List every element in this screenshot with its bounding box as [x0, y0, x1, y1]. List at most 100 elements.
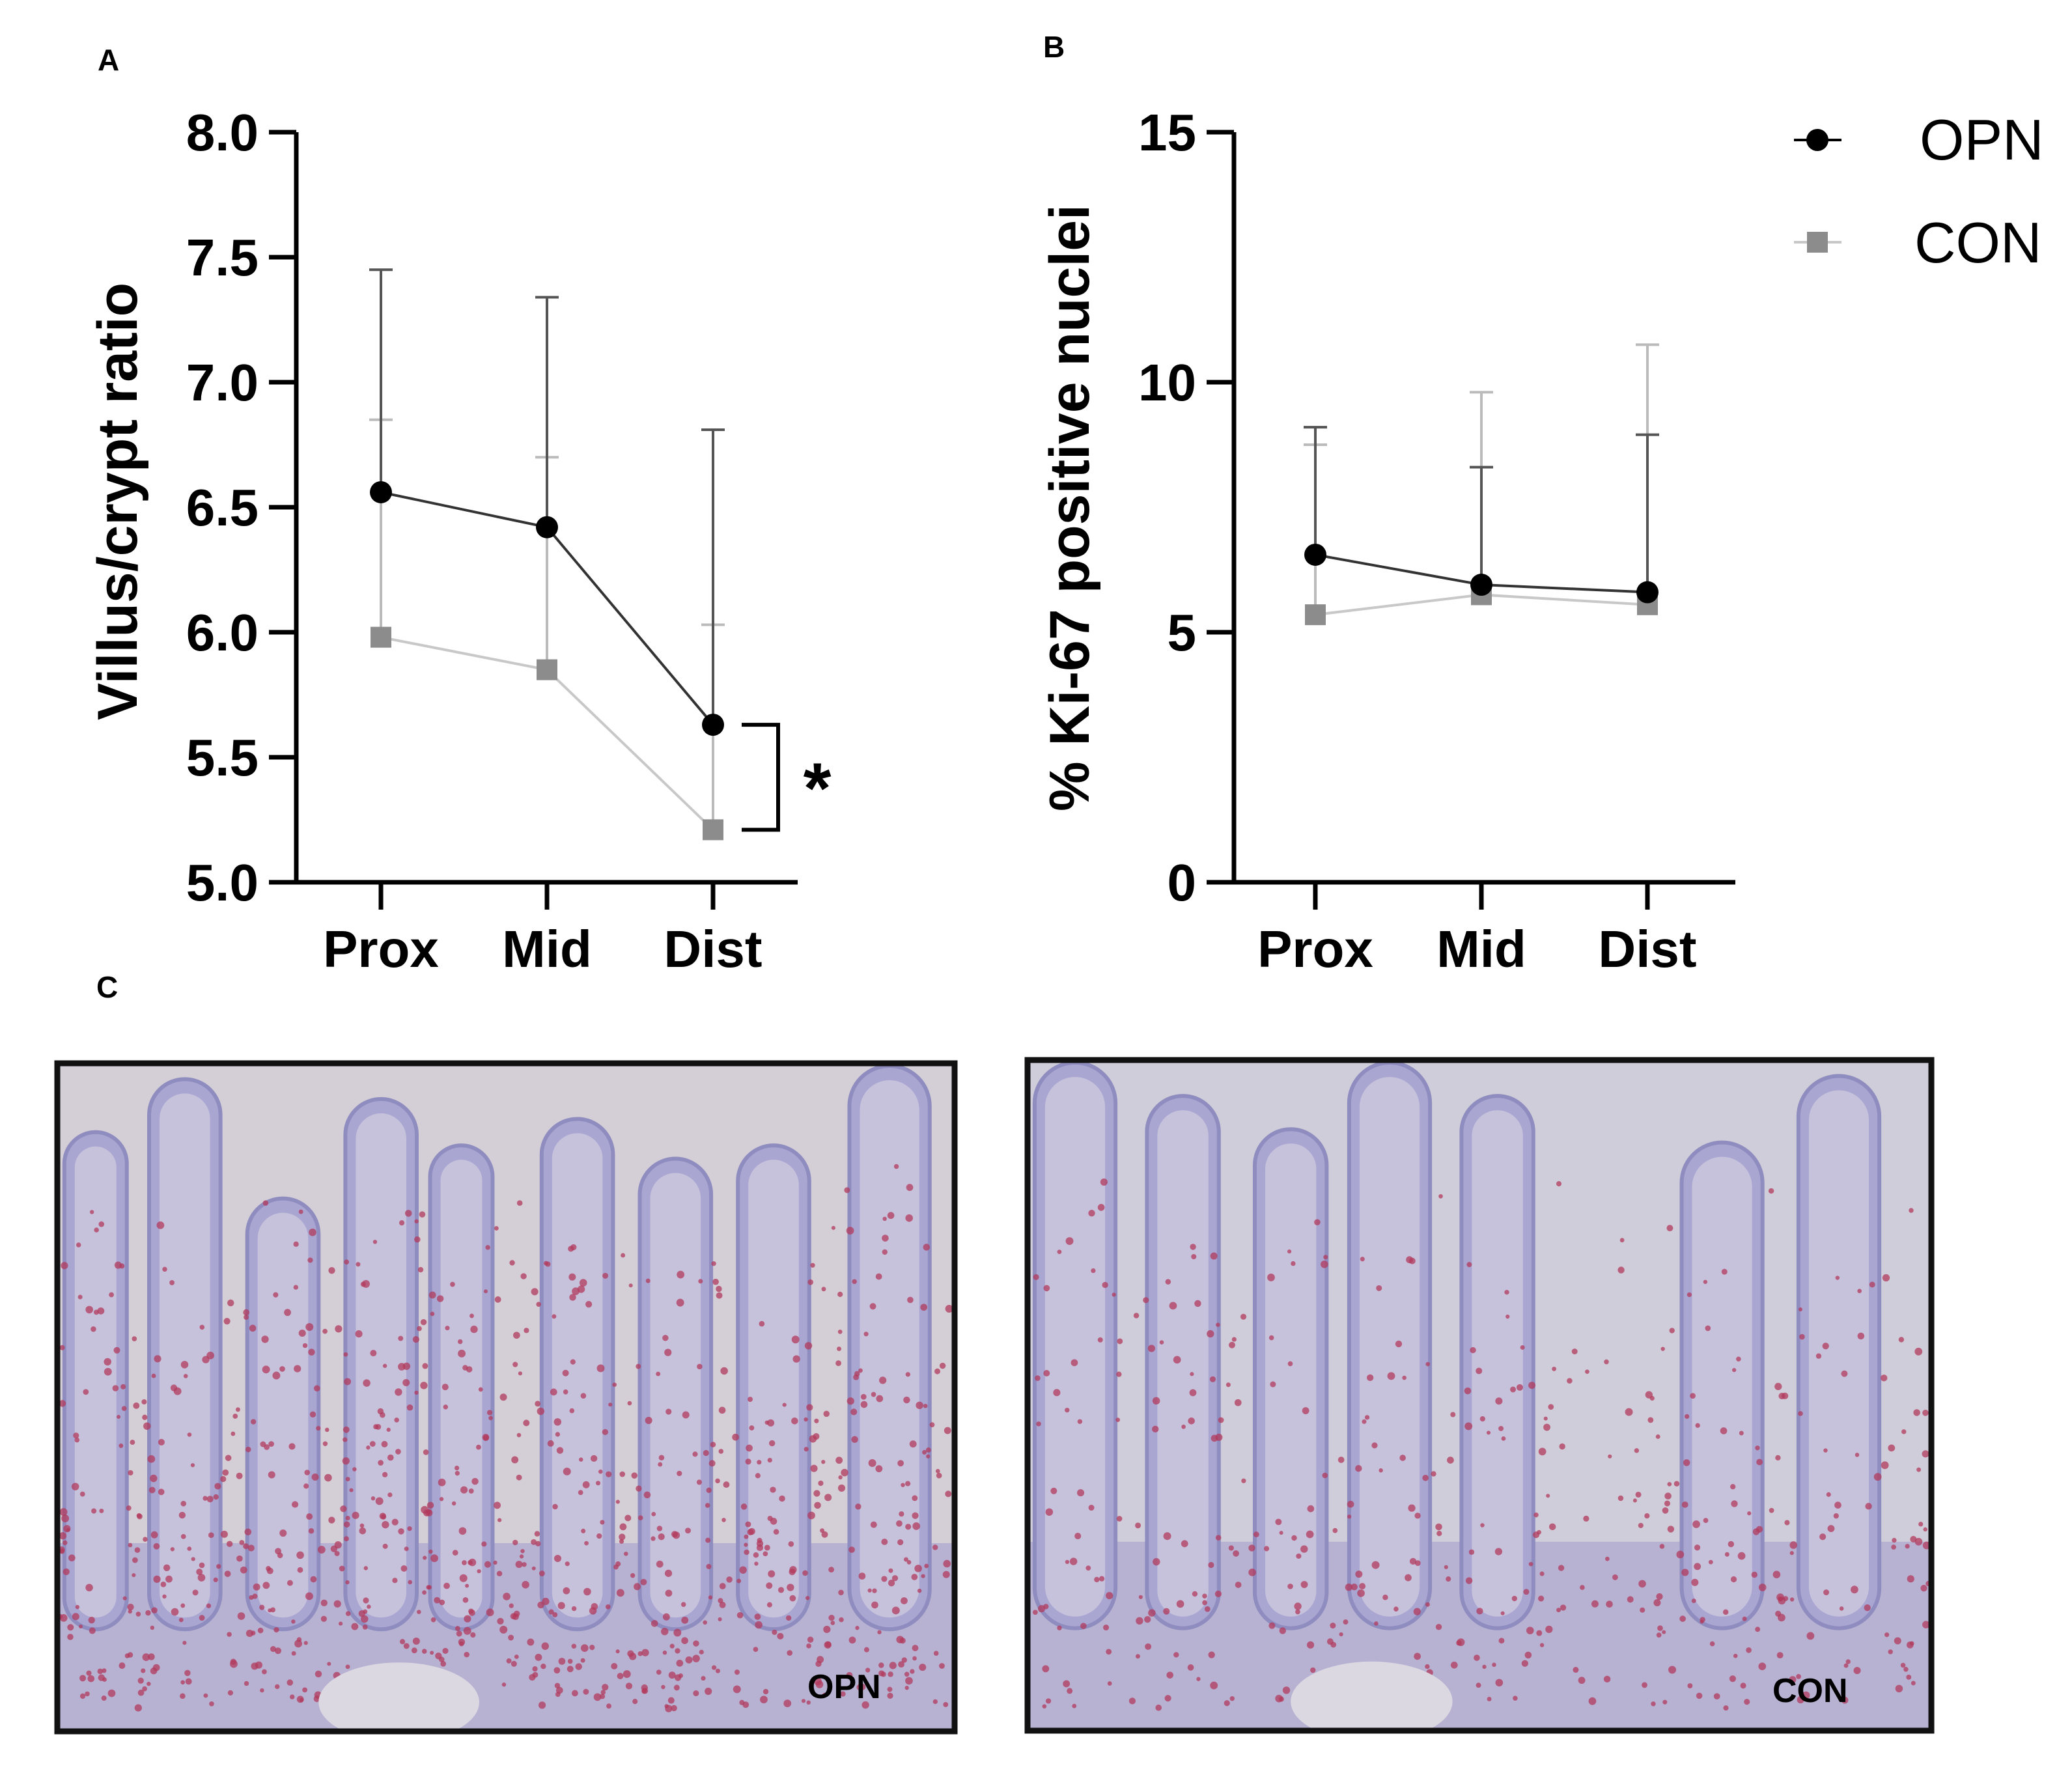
tissue-nucleus — [407, 1526, 412, 1531]
tissue-nucleus — [1196, 1677, 1201, 1681]
tissue-nucleus — [1922, 1450, 1929, 1458]
tissue-villus-core — [1472, 1110, 1523, 1617]
tissue-nucleus — [1603, 1675, 1611, 1683]
tissue-nucleus — [362, 1625, 368, 1630]
tissue-nucleus — [255, 1661, 263, 1669]
tissue-nucleus — [617, 1673, 624, 1679]
tissue-nucleus — [685, 1528, 691, 1534]
tissue-nucleus — [1505, 1314, 1510, 1319]
tissue-nucleus — [1656, 1593, 1663, 1600]
tissue-nucleus — [925, 1447, 931, 1453]
tissue-nucleus — [422, 1590, 427, 1595]
tissue-nucleus — [1914, 1537, 1923, 1546]
tissue-nucleus — [1152, 1425, 1159, 1433]
tissue-nucleus — [279, 1366, 285, 1372]
tissue-nucleus — [1228, 1545, 1234, 1551]
tissue-nucleus — [718, 1406, 726, 1414]
tissue-nucleus — [1444, 1565, 1448, 1569]
tissue-nucleus — [377, 1408, 384, 1415]
tissue-nucleus — [1498, 1638, 1505, 1644]
tissue-nucleus — [1214, 1590, 1222, 1598]
tissue-nucleus — [1202, 1593, 1207, 1599]
tissue-nucleus — [699, 1649, 704, 1654]
tissue-nucleus — [311, 1473, 319, 1481]
tissue-nucleus — [381, 1441, 388, 1447]
tissue-nucleus — [706, 1563, 712, 1569]
tissue-nucleus — [1057, 1249, 1062, 1255]
tissue-nucleus — [183, 1374, 188, 1378]
tissue-nucleus — [524, 1328, 529, 1333]
tissue-nucleus — [569, 1408, 575, 1414]
tissue-nucleus — [310, 1576, 317, 1583]
tissue-nucleus — [674, 1674, 682, 1681]
tissue-nucleus — [462, 1560, 467, 1565]
tissue-nucleus — [516, 1474, 522, 1481]
tissue-nucleus — [441, 1384, 449, 1391]
tissue-nucleus — [343, 1521, 350, 1528]
tissue-nucleus — [417, 1266, 424, 1273]
tissue-nucleus — [708, 1595, 713, 1600]
tissue-nucleus — [284, 1309, 291, 1317]
tissue-nucleus — [268, 1471, 275, 1479]
tissue-nucleus — [225, 1455, 232, 1461]
tissue-nucleus — [333, 1600, 341, 1608]
tissue-nucleus — [1233, 1550, 1239, 1557]
tissue-nucleus — [1253, 1531, 1259, 1537]
tissue-nucleus — [1548, 1523, 1556, 1531]
tissue-nucleus — [148, 1487, 156, 1494]
tissue-nucleus — [458, 1339, 463, 1345]
tissue-nucleus — [1080, 1623, 1087, 1629]
tissue-nucleus — [182, 1641, 187, 1645]
tissue-nucleus — [851, 1436, 858, 1443]
tissue-nucleus — [664, 1348, 672, 1356]
tissue-nucleus — [1545, 1625, 1553, 1633]
tissue-nucleus — [881, 1576, 888, 1582]
tissue-nucleus — [1724, 1552, 1729, 1557]
tissue-nucleus — [942, 1571, 950, 1578]
tissue-nucleus — [1339, 1632, 1343, 1637]
panel-label-b: B — [1043, 30, 1065, 64]
tissue-nucleus — [206, 1603, 212, 1609]
tissue-nucleus — [94, 1227, 99, 1233]
tissue-nucleus — [1248, 1568, 1257, 1576]
tissue-nucleus — [150, 1474, 158, 1483]
tissue-nucleus — [516, 1432, 522, 1438]
tissue-nucleus — [291, 1619, 296, 1624]
tissue-nucleus — [277, 1552, 283, 1559]
tissue-nucleus — [1700, 1617, 1705, 1623]
tissue-nucleus — [226, 1541, 233, 1547]
tissue-nucleus — [1116, 1371, 1122, 1377]
tissue-nucleus — [896, 1636, 904, 1643]
tissue-nucleus — [887, 1692, 893, 1699]
legend: OPN CON — [1794, 107, 2044, 275]
tissue-nucleus — [720, 1367, 728, 1375]
tissue-nucleus — [630, 1572, 636, 1578]
tissue-nucleus — [608, 1403, 613, 1407]
tissue-nucleus — [1695, 1423, 1700, 1428]
tissue-nucleus — [1133, 1313, 1140, 1319]
tissue-nucleus — [1337, 1457, 1345, 1463]
tissue-nucleus — [216, 1564, 221, 1569]
tissue-nucleus — [1173, 1356, 1181, 1364]
chart-b-y-tick-label: 5 — [1168, 604, 1197, 662]
tissue-nucleus — [1647, 1417, 1654, 1423]
tissue-nucleus — [821, 1460, 826, 1464]
tissue-nucleus — [206, 1496, 214, 1503]
tissue-villus-core — [748, 1160, 799, 1618]
tissue-nucleus — [308, 1348, 315, 1356]
tissue-nucleus — [414, 1236, 421, 1243]
tissue-nucleus — [104, 1367, 112, 1376]
tissue-nucleus — [1736, 1356, 1741, 1362]
tissue-nucleus — [1296, 1553, 1302, 1559]
tissue-nucleus — [79, 1624, 83, 1628]
tissue-nucleus — [520, 1273, 527, 1279]
tissue-nucleus — [1153, 1557, 1160, 1566]
tissue-nucleus — [367, 1604, 371, 1609]
tissue-nucleus — [1692, 1520, 1700, 1528]
chart-a-y-tick-label: 6.5 — [186, 479, 259, 537]
tissue-nucleus — [759, 1320, 765, 1327]
tissue-nucleus — [733, 1685, 741, 1694]
tissue-nucleus — [430, 1311, 435, 1317]
tissue-nucleus — [1841, 1696, 1849, 1704]
tissue-villus-core — [440, 1160, 483, 1618]
